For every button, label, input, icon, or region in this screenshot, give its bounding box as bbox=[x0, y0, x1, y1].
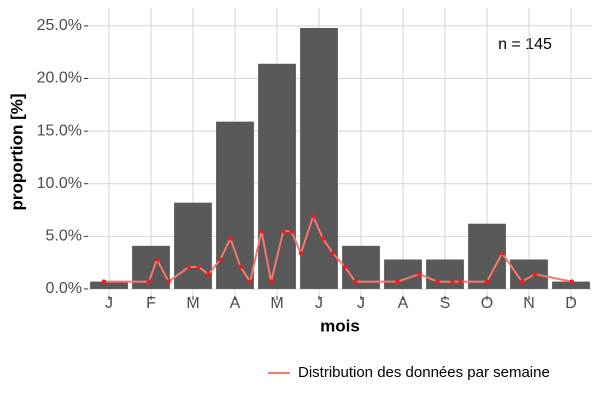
x-axis-title: mois bbox=[320, 316, 360, 335]
weekly-point bbox=[310, 214, 316, 219]
weekly-point bbox=[238, 264, 243, 270]
y-tick-label: 15.0% bbox=[37, 122, 82, 139]
x-tick-label: S bbox=[440, 295, 451, 312]
weekly-point bbox=[569, 279, 575, 284]
weekly-point bbox=[484, 279, 490, 284]
bar bbox=[174, 202, 212, 289]
weekly-point bbox=[450, 279, 455, 284]
weekly-point bbox=[519, 279, 525, 284]
weekly-point bbox=[247, 279, 253, 284]
weekly-point bbox=[395, 279, 400, 284]
weekly-point bbox=[298, 250, 304, 256]
bar bbox=[426, 259, 464, 289]
x-tick-label: F bbox=[146, 295, 156, 312]
weekly-point bbox=[289, 228, 294, 234]
bar bbox=[384, 259, 422, 289]
y-tick-label: 0.0% bbox=[46, 280, 82, 297]
y-tick-label: 25.0% bbox=[37, 17, 82, 34]
x-tick-label: N bbox=[523, 295, 535, 312]
weekly-point bbox=[268, 279, 274, 284]
y-tick-label: 5.0% bbox=[46, 228, 82, 245]
y-tick-label: 20.0% bbox=[37, 70, 82, 87]
weekly-point bbox=[228, 236, 233, 241]
weekly-point bbox=[417, 272, 422, 277]
weekly-point bbox=[342, 264, 348, 270]
bar bbox=[216, 121, 254, 289]
x-tick-label: J bbox=[315, 295, 323, 312]
x-tick-label: D bbox=[565, 295, 577, 312]
x-tick-label: J bbox=[357, 295, 365, 312]
y-tick-label: 10.0% bbox=[37, 175, 82, 192]
weekly-point bbox=[154, 257, 160, 262]
weekly-point bbox=[196, 264, 201, 270]
weekly-point bbox=[352, 279, 358, 284]
bar bbox=[552, 281, 590, 289]
weekly-point bbox=[206, 272, 211, 277]
weekly-point bbox=[458, 279, 463, 284]
weekly-point bbox=[166, 279, 171, 284]
weekly-point bbox=[320, 236, 325, 241]
x-tick-label: A bbox=[230, 295, 241, 312]
weekly-point bbox=[435, 279, 440, 284]
bar bbox=[90, 281, 128, 289]
weekly-point bbox=[259, 228, 264, 234]
x-tick-label: A bbox=[398, 295, 409, 312]
weekly-point bbox=[499, 250, 505, 256]
legend-label: Distribution des données par semaine bbox=[298, 364, 550, 381]
weekly-point bbox=[330, 250, 336, 256]
weekly-point bbox=[281, 228, 286, 234]
weekly-point bbox=[101, 279, 107, 284]
weekly-point bbox=[146, 279, 152, 284]
weekly-point bbox=[532, 272, 538, 277]
x-tick-label: M bbox=[270, 295, 283, 312]
y-axis-title: proportion [%] bbox=[7, 93, 26, 210]
bar bbox=[300, 27, 338, 289]
weekly-point bbox=[186, 264, 191, 270]
x-tick-label: M bbox=[186, 295, 199, 312]
x-tick-label: J bbox=[105, 295, 113, 312]
x-tick-label: O bbox=[481, 295, 493, 312]
annotation: n = 145 bbox=[498, 36, 552, 53]
weekly-point bbox=[218, 257, 223, 262]
